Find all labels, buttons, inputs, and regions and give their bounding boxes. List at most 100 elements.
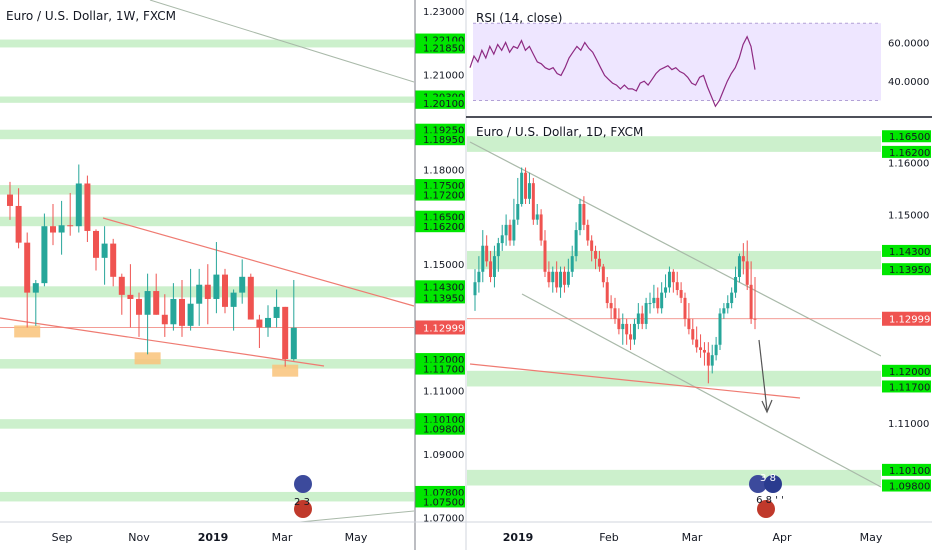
weekly-zone-label: 1.21850 [423,43,464,54]
daily-axis-tick: 1.11000 [888,419,929,430]
weekly-upper-trendline [102,217,415,307]
weekly-candle-body [84,183,91,231]
daily-candle-body [753,318,757,320]
daily-zone-label: 1.09800 [889,482,930,493]
daily-support-trendline [469,363,801,399]
daily-candle-body [512,219,516,241]
daily-candle-body [485,245,489,262]
weekly-zone-label-bg [415,362,465,375]
daily-time-tick: 2019 [503,531,534,544]
rsi-axis-tick: 60.0000 [888,39,929,50]
daily-candle-body [539,214,543,241]
daily-time-tick: Mar [682,531,703,544]
projection-arrow-shaft [758,339,768,411]
weekly-zone-label-bg [415,280,465,293]
weekly-candles [7,164,297,367]
weekly-zone-label-bg [415,210,465,223]
daily-candle-body [737,256,741,277]
weekly-axis-bg [414,0,466,522]
daily-zone-label: 1.10100 [889,466,930,477]
weekly-time-tick: Mar [272,531,293,544]
weekly-zone-label-bg [415,413,465,426]
daily-upper-channel-line [469,141,882,357]
daily-candle-body [574,230,578,257]
weekly-candle-body [161,314,168,325]
daily-zone-label: 1.13950 [889,265,930,276]
daily-candle-body [555,271,559,288]
daily-candle-body [699,347,703,350]
daily-price-axis: 1.16000 1.15000 1.11000 1.16500 1.16200 1.143… [881,118,932,522]
daily-zone-label-bg [882,130,931,143]
daily-trendlines [467,141,882,488]
weekly-sr-zone [0,185,414,195]
weekly-zone-label: 1.17200 [423,191,464,202]
daily-candle-body [543,240,547,272]
rsi-line [469,35,756,108]
daily-candle-body [481,245,485,272]
rsi-title: RSI (14, close) [476,11,563,25]
daily-candle-body [664,287,668,293]
daily-candle-body [687,318,691,330]
daily-candle-body [730,292,734,304]
weekly-time-tick: May [345,531,368,544]
daily-candle-body [527,183,531,199]
weekly-zone-label: 1.18950 [423,135,464,146]
weekly-candle-body [7,194,13,206]
daily-candle-body [671,271,675,283]
daily-candle-body [524,172,528,199]
weekly-candle-body [24,242,31,293]
weekly-candle-body [41,226,48,284]
weekly-title: Euro / U.S. Dollar, 1W, FXCM [6,9,176,23]
weekly-swing-low-marker [134,352,161,365]
eu-flag-emblem [294,475,312,493]
weekly-candle-body [101,243,108,258]
daily-candle-body [734,276,738,293]
rsi-band [473,23,881,101]
daily-candle-body [644,303,648,324]
daily-candle-body [656,297,660,309]
weekly-sr-zone [0,359,414,369]
weekly-sr-zone [0,129,414,140]
weekly-axis-tick: 1.07000 [423,513,464,524]
daily-zone-label: 1.11700 [889,382,930,393]
daily-candle-body [667,271,671,288]
weekly-axis-tick: 1.11000 [423,387,464,398]
weekly-zone-label: 1.22100 [423,36,464,47]
daily-zone-label-bg [882,145,931,158]
weekly-candle-body [32,283,39,293]
daily-candle-body [702,349,706,353]
daily-candle-body [516,204,520,220]
daily-lower-channel-line [521,293,882,488]
weekly-zone-label: 1.07500 [423,497,464,508]
weekly-zone-label: 1.16500 [423,213,464,224]
weekly-candle-body [265,317,271,328]
daily-candle-body [597,258,601,267]
weekly-zone-label: 1.20100 [423,99,464,110]
daily-candle-body [632,323,636,340]
weekly-candle-body [230,292,237,307]
daily-candle-body [559,271,563,288]
weekly-axis-tick: 1.09000 [423,450,464,461]
daily-candle-body [749,284,753,319]
weekly-candle-body [222,274,228,307]
eu-flag-emblem [749,475,767,493]
daily-zone-label: 1.16500 [889,132,930,143]
daily-candle-body [722,308,726,314]
weekly-candle-body [273,306,280,318]
daily-emblem-text: 3 8 [760,473,776,484]
weekly-candle-body [93,230,99,258]
daily-axis-tick: 1.16000 [888,158,929,169]
daily-candle-body [492,256,496,277]
weekly-panel: 1.23000 1.21000 1.18000 1.15000 1.11000 1.090… [0,0,466,544]
weekly-zone-label-bg [415,41,465,54]
weekly-candle-body [15,205,22,243]
weekly-zone-label: 1.10100 [423,415,464,426]
daily-candle-body [601,266,605,283]
weekly-sr-zone [0,96,414,103]
weekly-zone-label-bg [415,133,465,146]
daily-candle-body [706,352,710,366]
daily-zone-label-bg [882,479,931,492]
daily-candle-body [625,323,629,335]
weekly-sr-zone [0,39,414,48]
